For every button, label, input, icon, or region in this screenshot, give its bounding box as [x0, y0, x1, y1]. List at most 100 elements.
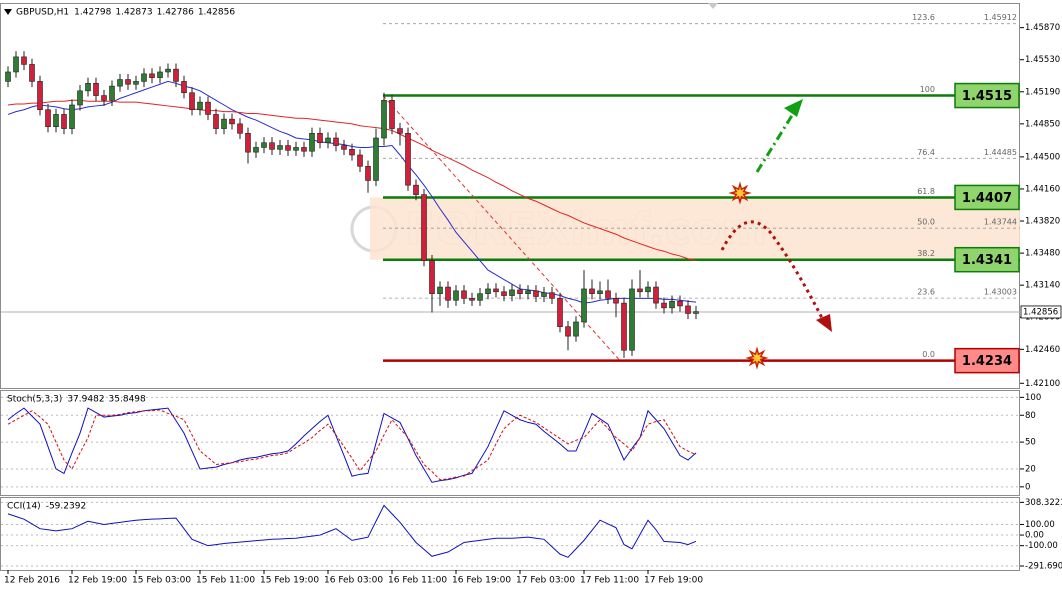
- candle-body: [101, 95, 107, 101]
- candle-body: [461, 290, 467, 299]
- candle-body: [445, 286, 451, 301]
- candle-body: [277, 145, 283, 150]
- y-tick-label: 1.42100: [1025, 379, 1060, 389]
- candle-body: [365, 166, 371, 181]
- candle-body: [117, 79, 123, 87]
- candle-body: [397, 128, 403, 134]
- candle-body: [85, 82, 91, 92]
- candle-body: [269, 142, 275, 150]
- candle-body: [509, 289, 515, 296]
- y-tick-label: 1.45190: [1025, 87, 1060, 97]
- header-value: 35.8498: [109, 395, 146, 405]
- y-tick-label: 1.42460: [1025, 345, 1060, 355]
- candle-body: [141, 73, 147, 82]
- menu-triangle[interactable]: [4, 9, 12, 15]
- moving-average: [7, 99, 697, 262]
- candle-body: [565, 326, 571, 337]
- candle-body: [309, 132, 315, 152]
- fib-price-label: 1.43744: [984, 218, 1017, 227]
- y-tick-label: 1.43140: [1025, 281, 1060, 291]
- candle-body: [245, 132, 251, 153]
- y-tick-label: 20: [1025, 464, 1036, 474]
- candle-body: [693, 311, 699, 314]
- y-tick-label: 100.00: [1025, 520, 1055, 530]
- header-value: 1.42798: [74, 8, 111, 18]
- candle-body: [389, 99, 395, 129]
- x-tick-label: 16 Feb 03:00: [324, 576, 383, 586]
- header-value: 37.9482: [67, 395, 104, 405]
- candle-body: [45, 109, 51, 127]
- candle-body: [261, 142, 267, 148]
- panel-title: GBPUSD,H1: [16, 8, 69, 18]
- x-tick-label: 17 Feb 19:00: [644, 576, 703, 586]
- panel-title: CCI(14): [7, 502, 41, 512]
- fib-price-label: 1.45912: [984, 13, 1017, 22]
- candle-body: [669, 300, 675, 309]
- candle-body: [13, 56, 19, 73]
- y-tick-label: 50: [1025, 438, 1036, 448]
- fib-price-label: 1.43003: [984, 288, 1017, 297]
- candle-body: [293, 147, 299, 151]
- indicator-line: [7, 409, 697, 481]
- header-value: 1.42786: [157, 8, 194, 18]
- x-tick-label: 17 Feb 11:00: [580, 576, 639, 586]
- candle-body: [469, 298, 475, 301]
- candle-body: [165, 68, 171, 73]
- fib-level-label: 23.6: [917, 288, 935, 297]
- candle-body: [637, 288, 643, 293]
- y-tick-label: 100: [1025, 393, 1041, 403]
- y-tick-label: 1.43820: [1025, 217, 1060, 227]
- candle-body: [373, 137, 379, 181]
- x-tick-label: 12 Feb 19:00: [68, 576, 127, 586]
- current-price-label: 1.42856: [1023, 307, 1058, 317]
- candle-body: [413, 184, 419, 195]
- fib-level-label: 76.4: [917, 148, 935, 157]
- candle-body: [421, 194, 427, 261]
- y-tick-label: 0: [1025, 482, 1030, 492]
- candle-body: [573, 321, 579, 337]
- candle-body: [253, 147, 259, 153]
- fib-price-box: [954, 347, 1020, 374]
- candle-body: [549, 292, 555, 299]
- panel-title: Stoch(5,3,3): [7, 395, 62, 405]
- fib-price-label: 1.44485: [984, 148, 1017, 157]
- candle-body: [205, 101, 211, 115]
- y-tick-label: 1.45530: [1025, 55, 1060, 65]
- candle-body: [21, 56, 27, 65]
- fib-trendline: [382, 95, 621, 361]
- signal-marker: [728, 181, 752, 205]
- bearish-arrowhead: [816, 314, 832, 332]
- fib-price-box: [954, 246, 1020, 273]
- candle-body: [517, 289, 523, 294]
- candle-body: [581, 288, 587, 323]
- fib-level-label: 100: [920, 85, 935, 94]
- candle-body: [133, 81, 139, 85]
- signal-marker: [745, 346, 769, 370]
- candle-body: [501, 291, 507, 296]
- candle-body: [325, 137, 331, 144]
- candle-body: [597, 290, 603, 294]
- fib-level-label: 0.0: [922, 350, 935, 359]
- candle-body: [653, 286, 659, 304]
- y-tick-label: 1.45870: [1025, 23, 1060, 33]
- candle-body: [301, 147, 307, 152]
- candle-body: [333, 137, 339, 146]
- fib-price-label: 1.4407: [962, 191, 1012, 206]
- candle-body: [541, 292, 547, 297]
- candle-body: [213, 114, 219, 129]
- candle-body: [405, 132, 411, 186]
- y-tick-label: 1.44500: [1025, 152, 1060, 162]
- candle-body: [453, 290, 459, 301]
- stoch-panel-frame: [0, 390, 1020, 496]
- candle-body: [61, 114, 67, 129]
- fib-level-label: 38.2: [917, 249, 935, 258]
- candle-body: [221, 118, 227, 129]
- candle-body: [429, 260, 435, 294]
- indicator-line: [7, 504, 697, 558]
- candle-body: [173, 68, 179, 82]
- candle-body: [677, 300, 683, 307]
- candle-body: [381, 99, 387, 139]
- candle-body: [29, 64, 35, 82]
